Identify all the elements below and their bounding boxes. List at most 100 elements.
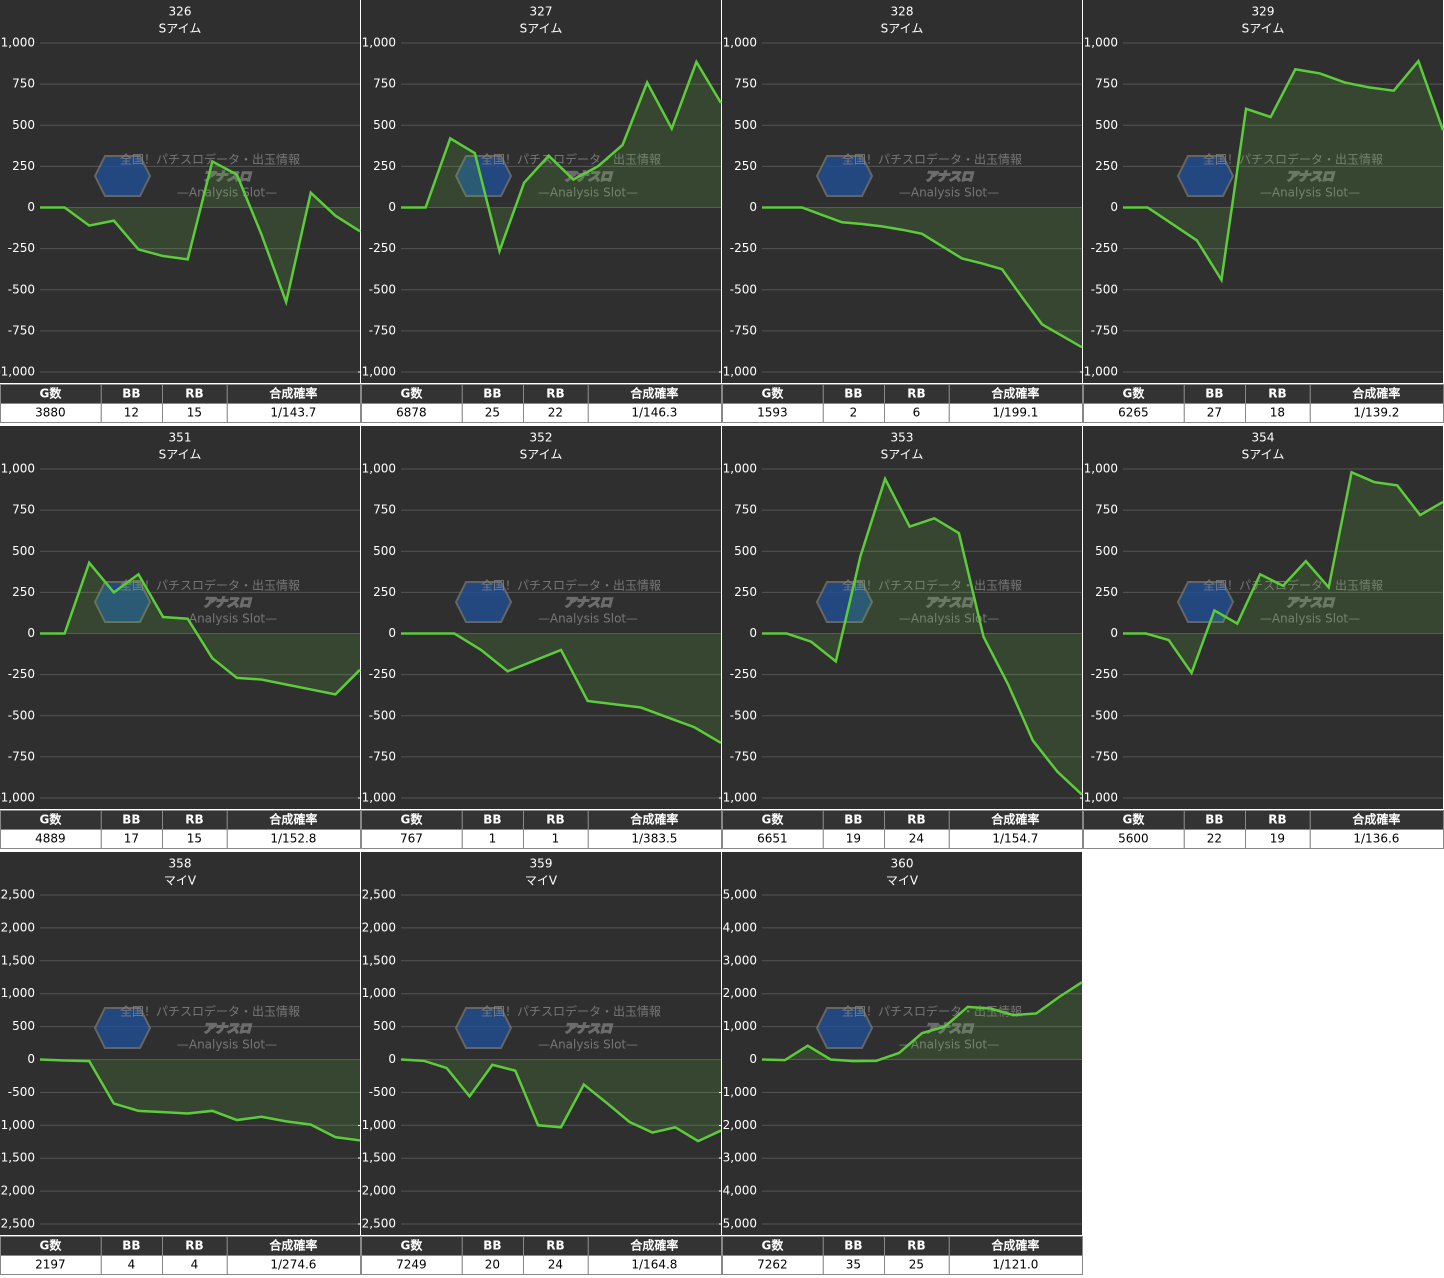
table-header: RB: [1268, 813, 1286, 827]
y-tick-label: 1,000: [723, 462, 757, 476]
line: [761, 981, 1083, 1063]
table-header: G数: [400, 1238, 423, 1253]
watermark-logo: [1176, 155, 1235, 197]
y-tick-label: -250: [1091, 667, 1118, 681]
watermark-bottom: —Analysis Slot—: [177, 186, 277, 200]
watermark-top: 全国！パチスロデータ・出玉情報: [842, 152, 1022, 167]
y-tick-label: -1,000: [0, 1118, 35, 1132]
table-value: 1/164.8: [631, 1258, 677, 1272]
watermark-top: 全国！パチスロデータ・出玉情報: [120, 152, 300, 167]
table-header: G数: [761, 1238, 784, 1253]
table-cell: [587, 403, 722, 423]
watermark-logo: [454, 155, 513, 197]
y-tick-label: 250: [12, 159, 35, 173]
line: [401, 632, 722, 744]
table-value: 1/383.5: [631, 832, 677, 846]
y-tick-label: -5,000: [718, 1217, 757, 1231]
y-tick-label: -250: [369, 667, 396, 681]
chart-title: 352: [530, 431, 553, 445]
y-tick-label: -750: [1091, 749, 1118, 763]
table-header: RB: [1268, 387, 1286, 401]
table-value: 15: [187, 832, 202, 846]
y-tick-label: -750: [369, 749, 396, 763]
watermark-top: 全国！パチスロデータ・出玉情報: [481, 578, 661, 593]
watermark-logo-text: アナスロ: [1286, 596, 1335, 610]
y-tick-label: -750: [369, 323, 396, 337]
y-tick-label: -2,500: [357, 1217, 396, 1231]
chart-subtitle: Sアイム: [881, 22, 924, 36]
y-tick-label: -500: [1091, 282, 1118, 296]
y-tick-label: 0: [27, 200, 35, 214]
watermark-logo-text: アナスロ: [925, 1022, 974, 1036]
table-value: 25: [909, 1258, 924, 1272]
y-tick-label: 500: [12, 544, 35, 558]
y-tick-label: -1,500: [357, 1151, 396, 1165]
table-cell: [948, 1255, 1083, 1275]
watermark-logo-text: アナスロ: [564, 1022, 613, 1036]
watermark-bottom: —Analysis Slot—: [538, 186, 638, 200]
chart-title: 328: [891, 5, 914, 19]
y-tick-label: 1,000: [362, 986, 396, 1000]
y-tick-label: -750: [730, 323, 757, 337]
table-value: 1/152.8: [270, 832, 316, 846]
area: [40, 562, 360, 695]
table-header: BB: [122, 813, 140, 827]
watermark-logo: [815, 1007, 874, 1049]
y-tick-label: 1,000: [723, 36, 757, 50]
y-tick-label: 2,500: [362, 888, 396, 902]
table-value: 1: [552, 832, 560, 846]
table-value: 22: [548, 406, 563, 420]
y-tick-label: 500: [1095, 544, 1118, 558]
table-value: 17: [124, 832, 139, 846]
y-tick-label: -250: [8, 241, 35, 255]
watermark-logo-text: アナスロ: [203, 1022, 252, 1036]
y-tick-label: -500: [8, 282, 35, 296]
watermark-logo: [454, 581, 513, 623]
chart-title: 351: [169, 431, 192, 445]
area: [762, 478, 1082, 795]
panel-bg: [361, 0, 721, 383]
y-tick-label: 4,000: [723, 920, 757, 934]
y-tick-label: -250: [369, 241, 396, 255]
table-value: 1/154.7: [992, 832, 1038, 846]
table-header: RB: [907, 387, 925, 401]
table-header: RB: [546, 813, 564, 827]
table-header: BB: [483, 1239, 501, 1253]
table-value: 2: [850, 406, 858, 420]
table-header: 合成確率: [991, 386, 1039, 401]
table-header: RB: [185, 387, 203, 401]
table-value: 1: [489, 832, 497, 846]
y-tick-label: 750: [1095, 77, 1118, 91]
y-tick-label: 1,500: [1, 953, 35, 967]
watermark-logo: [815, 581, 874, 623]
y-tick-label: -250: [730, 241, 757, 255]
table-value: 6: [913, 406, 921, 420]
y-tick-label: -750: [8, 323, 35, 337]
y-tick-label: 0: [27, 626, 35, 640]
watermark-logo-text: アナスロ: [564, 170, 613, 184]
y-tick-label: -1,000: [718, 1085, 757, 1099]
area: [401, 61, 721, 252]
table-cell: [587, 829, 722, 849]
table-value: 15: [187, 406, 202, 420]
y-tick-label: 2,000: [362, 920, 396, 934]
table-value: 1/146.3: [631, 406, 677, 420]
y-tick-label: 0: [388, 200, 396, 214]
table-header: RB: [185, 813, 203, 827]
table-header: RB: [546, 1239, 564, 1253]
table-cell: [226, 403, 361, 423]
watermark-logo: [815, 155, 874, 197]
y-tick-label: 3,000: [723, 953, 757, 967]
chart-title: 358: [169, 857, 192, 871]
y-tick-label: 0: [388, 1052, 396, 1066]
y-tick-label: 1,000: [723, 1019, 757, 1033]
y-tick-label: -250: [1091, 241, 1118, 255]
chart-title: 327: [530, 5, 553, 19]
table-value: 22: [1207, 832, 1222, 846]
panel-bg: [1083, 0, 1443, 383]
table-header: BB: [122, 387, 140, 401]
y-tick-label: -500: [730, 282, 757, 296]
line: [39, 1058, 361, 1142]
